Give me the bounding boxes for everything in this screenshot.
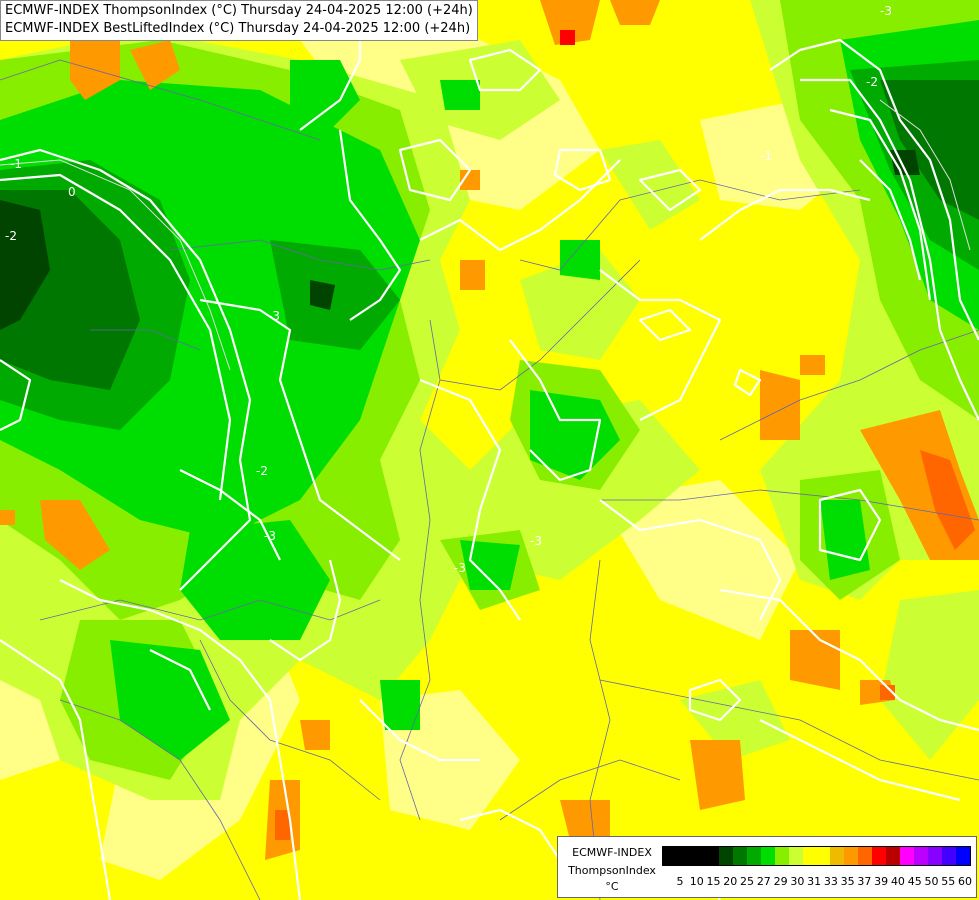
legend-swatch bbox=[844, 847, 859, 865]
legend-tick: 25 bbox=[740, 875, 755, 888]
secondary-contours bbox=[0, 99, 971, 371]
legend-swatch bbox=[746, 847, 761, 865]
legend-swatch bbox=[914, 847, 929, 865]
legend-swatch bbox=[732, 847, 747, 865]
legend-tick: 35 bbox=[840, 875, 855, 888]
contour-label: -2 bbox=[256, 464, 268, 478]
legend-tick: 39 bbox=[874, 875, 889, 888]
legend-tick: 45 bbox=[907, 875, 922, 888]
legend-swatch bbox=[760, 847, 775, 865]
legend-tick: 40 bbox=[890, 875, 905, 888]
legend-swatch bbox=[830, 847, 845, 865]
legend-swatch bbox=[788, 847, 803, 865]
legend-swatch bbox=[663, 847, 677, 865]
contour-label: -3 bbox=[454, 561, 466, 575]
lifted-index-contours bbox=[0, 8, 979, 900]
legend-tick: 27 bbox=[756, 875, 771, 888]
legend-swatch bbox=[872, 847, 887, 865]
legend-tick: 15 bbox=[706, 875, 721, 888]
map-title: ECMWF-INDEX ThompsonIndex (°C) Thursday … bbox=[0, 0, 478, 41]
contour-label: -3 bbox=[268, 309, 280, 323]
dark-orange-areas bbox=[275, 450, 975, 840]
darkest-green-areas bbox=[0, 150, 920, 330]
contour-label: -2 bbox=[866, 75, 878, 89]
legend-unit: °C bbox=[605, 880, 619, 893]
legend-swatch bbox=[858, 847, 873, 865]
legend-swatch bbox=[886, 847, 901, 865]
legend-swatch bbox=[900, 847, 915, 865]
title-line-thompson: ECMWF-INDEX ThompsonIndex (°C) Thursday … bbox=[5, 3, 473, 18]
color-legend: ECMWF-INDEX ThompsonIndex °C 5 10 15 20 25 27… bbox=[557, 836, 977, 898]
legend-tick: 33 bbox=[823, 875, 838, 888]
legend-swatch bbox=[802, 847, 817, 865]
country-borders bbox=[0, 59, 979, 900]
red-areas bbox=[560, 30, 575, 45]
legend-swatch bbox=[928, 847, 943, 865]
contour-label: -3 bbox=[264, 529, 276, 543]
legend-swatch bbox=[956, 847, 970, 865]
legend-swatch bbox=[942, 847, 957, 865]
contour-label: -1 bbox=[10, 157, 22, 171]
legend-tick: 60 bbox=[958, 875, 972, 888]
legend-tick: 29 bbox=[773, 875, 788, 888]
legend-model: ECMWF-INDEX bbox=[572, 846, 652, 859]
contour-labels: -1 0 -2 -3 -2 -3 -1 -3 -3 -2 -3 bbox=[5, 4, 892, 575]
legend-tick: 55 bbox=[941, 875, 956, 888]
legend-tick: 50 bbox=[924, 875, 939, 888]
contour-label: 0 bbox=[68, 185, 76, 199]
legend-swatch bbox=[774, 847, 789, 865]
legend-tick: 5 bbox=[676, 875, 684, 888]
contour-label: -2 bbox=[5, 229, 17, 243]
legend-swatch bbox=[718, 847, 733, 865]
legend-swatch bbox=[704, 847, 719, 865]
legend-tick: 30 bbox=[790, 875, 805, 888]
contour-label: -1 bbox=[760, 149, 772, 163]
legend-tick: 20 bbox=[723, 875, 738, 888]
legend-tick: 10 bbox=[689, 875, 704, 888]
legend-parameter: ThompsonIndex bbox=[568, 864, 656, 877]
legend-swatch bbox=[690, 847, 705, 865]
contour-label: -3 bbox=[880, 4, 892, 18]
legend-ticks: 5 10 15 20 25 27 29 30 31 33 35 37 39 40 45 50 55 60 bbox=[662, 875, 973, 889]
title-line-lifted: ECMWF-INDEX BestLiftedIndex (°C) Thursda… bbox=[5, 21, 471, 36]
legend-tick: 37 bbox=[857, 875, 872, 888]
legend-swatches bbox=[662, 846, 971, 866]
legend-tick: 31 bbox=[807, 875, 822, 888]
legend-swatch bbox=[816, 847, 831, 865]
contour-label: -3 bbox=[530, 534, 542, 548]
legend-swatch bbox=[676, 847, 691, 865]
